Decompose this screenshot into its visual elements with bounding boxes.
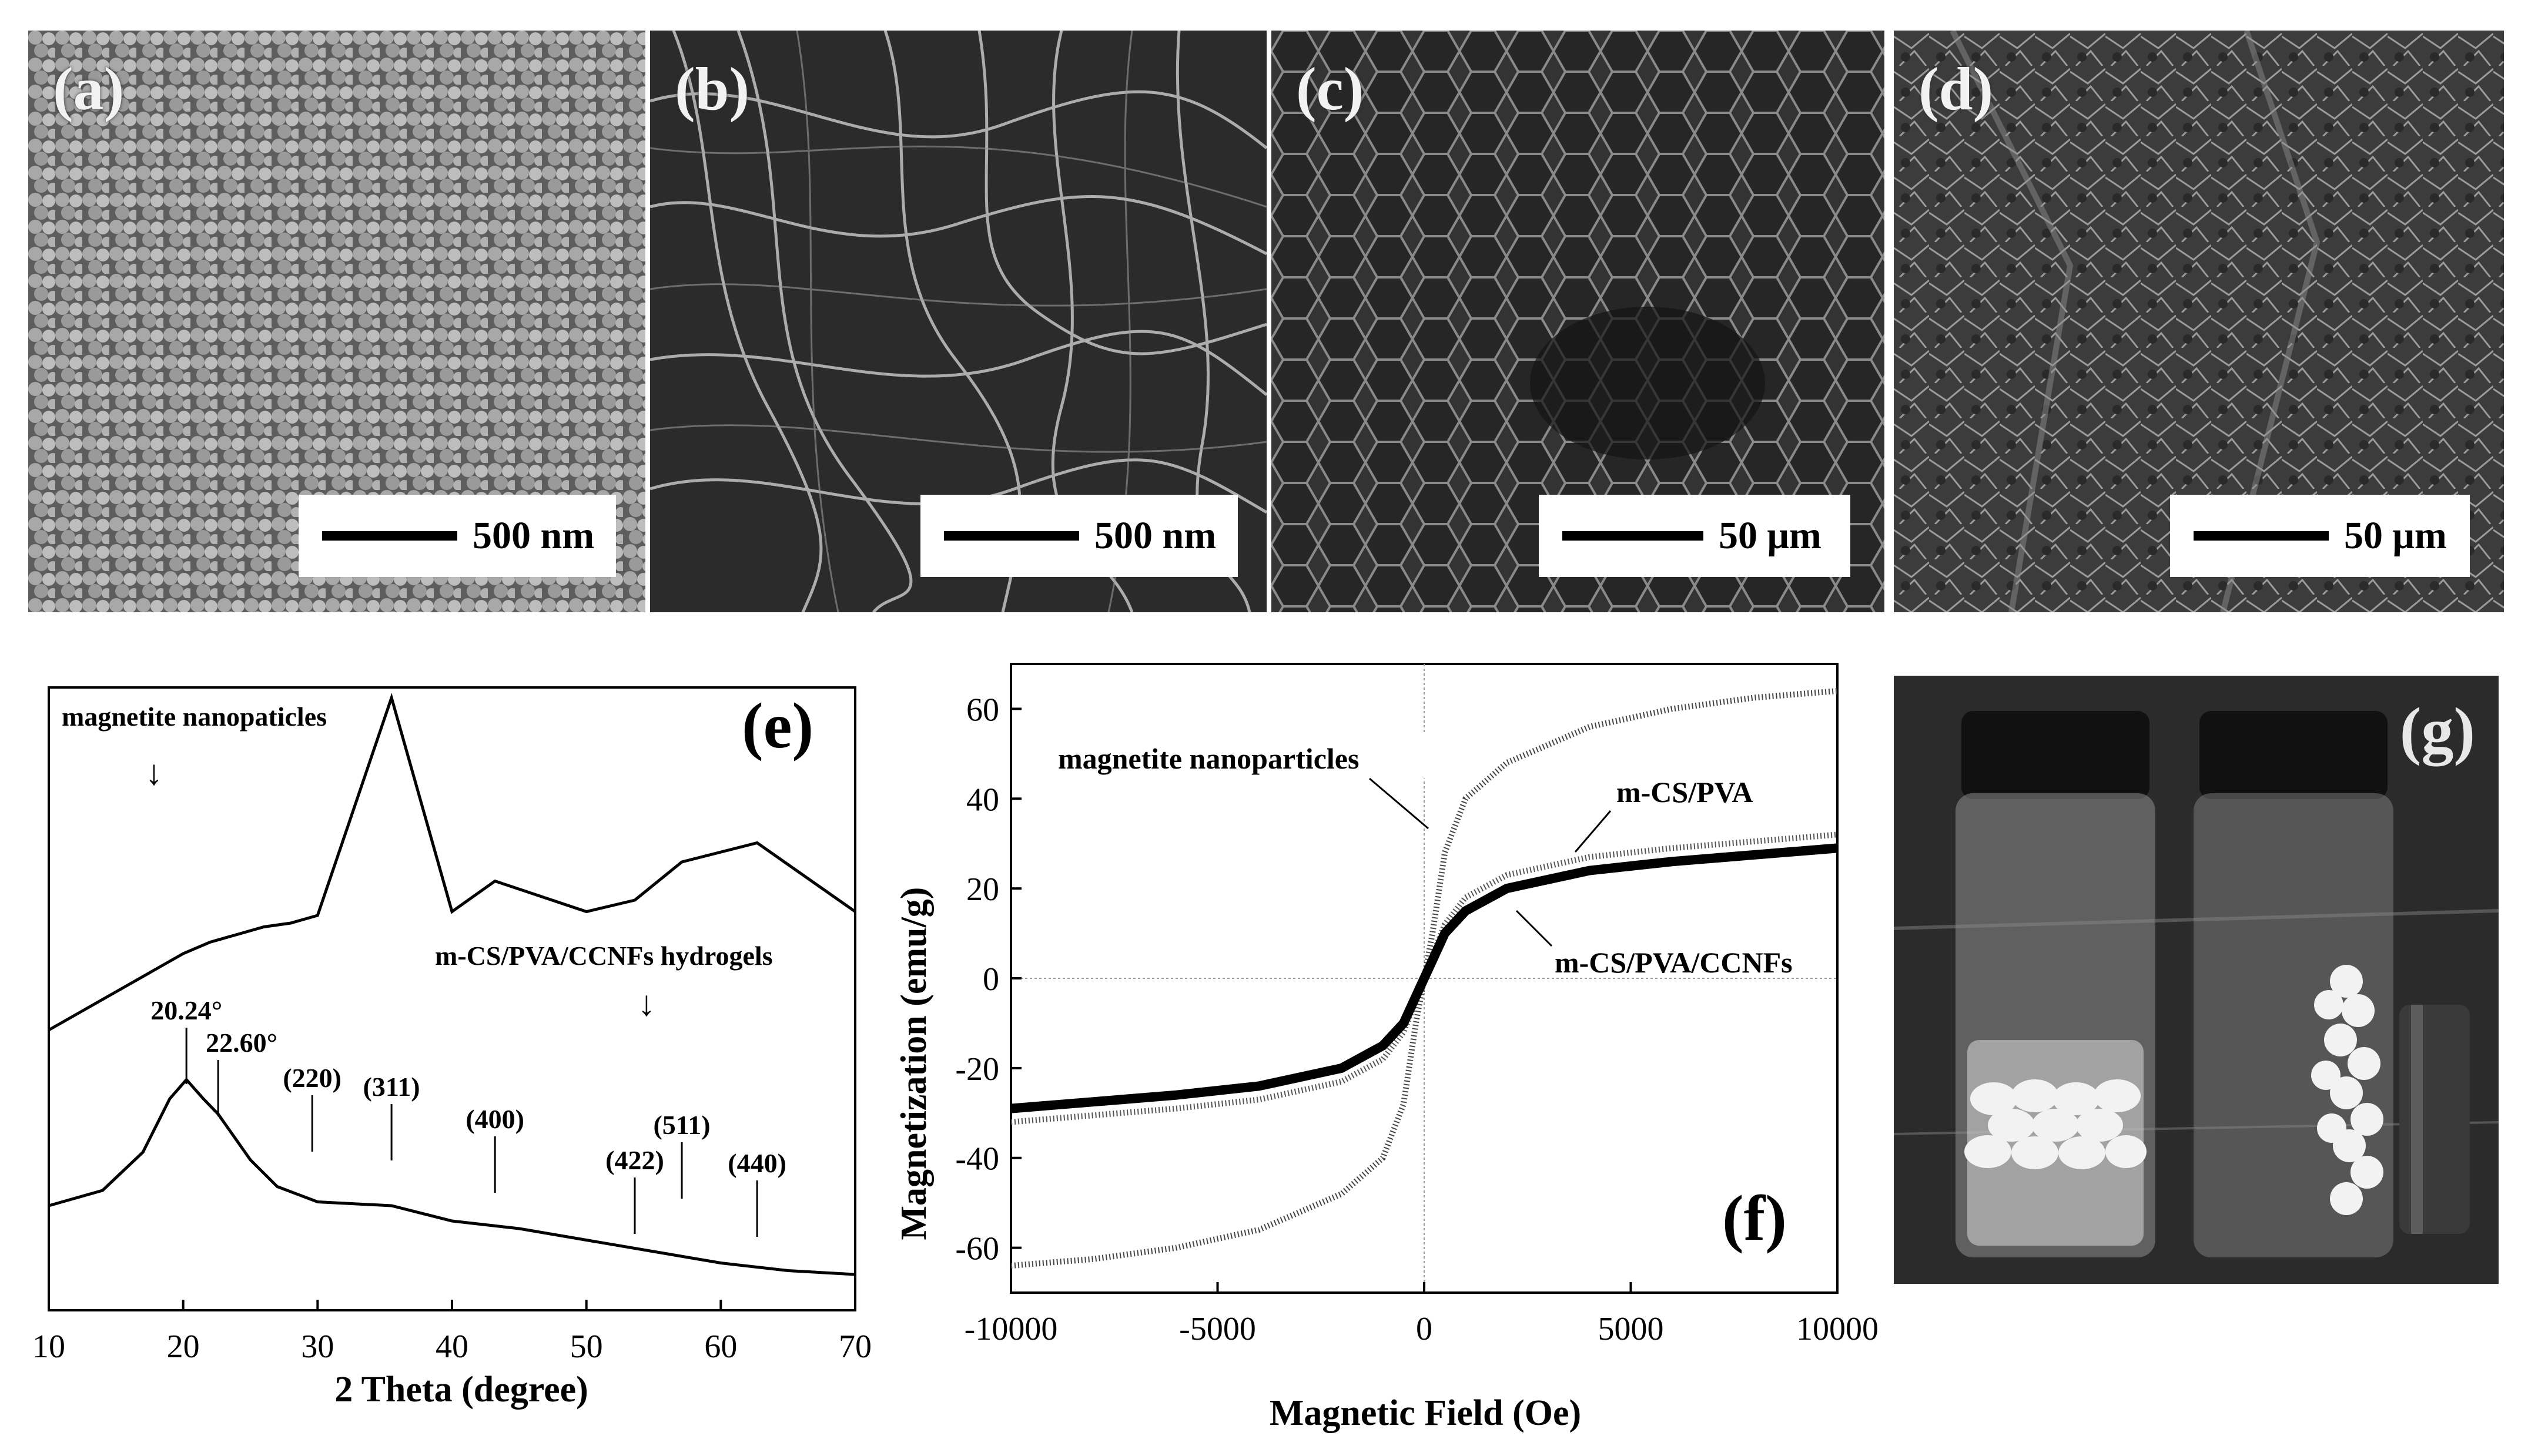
vsm-y-tick-label: -60 (955, 1231, 999, 1267)
xrd-peak-label: 22.60° (206, 1028, 277, 1058)
panel-label-b: (b) (675, 55, 750, 123)
xrd-peak-label: (422) (605, 1145, 664, 1175)
xrd-series-label-hydrogel: m-CS/PVA/CCNFs hydrogels (435, 941, 773, 971)
vsm-y-tick-label: 20 (966, 871, 999, 908)
sem-panel-c: (c) 50 μm (1271, 31, 1884, 612)
scale-bar-a (322, 531, 457, 541)
vsm-label-bg-magnetite (1052, 734, 1428, 779)
scale-label-c: 50 μm (1719, 514, 1822, 557)
scale-box-c: 50 μm (1539, 495, 1850, 577)
vsm-plot-panel: -10000 -5000 0 5000 10000 60 40 20 0 -20 -40 -60 Ma… (876, 652, 1887, 1453)
xrd-peak-label: (311) (363, 1072, 420, 1102)
vsm-line-mcs-pva (1010, 831, 1838, 1125)
xrd-x-tick-label: 50 (570, 1328, 603, 1365)
vsm-arrow-magnetite (1369, 777, 1429, 830)
panel-label-a: (a) (53, 55, 125, 123)
xrd-x-axis-label: 2 Theta (degree) (334, 1370, 588, 1410)
scale-label-d: 50 μm (2344, 514, 2447, 557)
xrd-line-hydrogel (48, 1077, 856, 1276)
xrd-peak-label: (511) (653, 1110, 710, 1140)
panel-label-d: (d) (1918, 55, 1994, 123)
panel-label-g: (g) (2399, 695, 2475, 766)
xrd-x-tick-label: 20 (167, 1328, 200, 1365)
xrd-peak-label: (220) (283, 1063, 341, 1093)
vsm-y-tick-label: -20 (955, 1051, 999, 1088)
xrd-arrow-magnetite: ↓ (145, 753, 163, 792)
vial-photo (1894, 676, 2499, 1284)
scale-box-b: 500 nm (920, 495, 1238, 577)
vsm-x-axis-label: Magnetic Field (Oe) (1270, 1393, 1581, 1433)
vsm-x-tick-label: 10000 (1796, 1311, 1879, 1347)
vsm-series-label-mcs-pva: m-CS/PVA (1616, 776, 1753, 808)
vsm-x-tick-label: 0 (1416, 1311, 1432, 1347)
xrd-peak-label: (440) (728, 1148, 786, 1178)
scale-bar-b (944, 531, 1079, 541)
panel-label-c: (c) (1296, 55, 1364, 123)
sem-panel-a: (a) 500 nm (28, 31, 645, 612)
vsm-arrow-mcs-pva (1574, 810, 1612, 853)
xrd-peak-label: 20.24° (150, 995, 222, 1025)
vsm-y-tick-label: 60 (966, 692, 999, 728)
vsm-x-tick-label: 5000 (1598, 1311, 1664, 1347)
xrd-x-ticks: 10 20 30 40 50 60 70 (32, 1300, 872, 1365)
xrd-x-tick-label: 70 (839, 1328, 872, 1365)
vsm-line-magnetite (1010, 687, 1838, 1269)
scale-box-a: 500 nm (299, 495, 616, 577)
vsm-ticks: -10000 -5000 0 5000 10000 60 40 20 0 -20 -40 -60 (955, 692, 1879, 1347)
vsm-x-tick-label: -10000 (965, 1311, 1058, 1347)
scale-bar-d (2194, 531, 2329, 541)
vsm-y-tick-label: 40 (966, 781, 999, 818)
xrd-series-label-magnetite: magnetite nanopaticles (62, 702, 327, 732)
xrd-panel-label: (e) (742, 690, 813, 761)
xrd-peak-label: (400) (466, 1104, 524, 1134)
scale-label-a: 500 nm (473, 514, 595, 557)
xrd-annotations: 20.24°22.60°(220) (311) (400) (422) (511) (44… (150, 995, 786, 1237)
xrd-arrow-hydrogel: ↓ (638, 984, 655, 1023)
vsm-line-mcs-pva-ccnfs (1010, 843, 1838, 1113)
scale-label-b: 500 nm (1094, 514, 1217, 557)
vsm-panel-label: (f) (1722, 1182, 1787, 1254)
vsm-chart: -10000 -5000 0 5000 10000 60 40 20 0 -20 -40 -60 Ma… (894, 663, 1879, 1433)
vial-photo-panel: (g) (1894, 676, 2499, 1284)
vsm-series-label-mcs-pva-ccnfs: m-CS/PVA/CCNFs (1555, 946, 1793, 979)
xrd-plot-panel: 10 20 30 40 50 60 70 2 Theta (degree) (e) magn… (0, 676, 882, 1453)
scale-bar-c (1562, 531, 1703, 541)
xrd-x-tick-label: 40 (436, 1328, 468, 1365)
vsm-y-tick-label: -40 (955, 1141, 999, 1177)
vsm-y-tick-label: 0 (983, 961, 999, 998)
scale-box-d: 50 μm (2170, 495, 2470, 577)
vsm-series-label-magnetite: magnetite nanoparticles (1058, 742, 1359, 775)
xrd-line-magnetite (48, 693, 856, 1032)
vsm-y-axis-label: Magnetization (emu/g) (894, 887, 934, 1240)
vsm-arrow-mcs-pva-ccnfs (1515, 910, 1553, 947)
xrd-x-tick-label: 10 (32, 1328, 65, 1365)
sem-panel-b: (b) 500 nm (650, 31, 1267, 612)
vsm-x-tick-label: -5000 (1179, 1311, 1256, 1347)
xrd-x-tick-label: 60 (704, 1328, 737, 1365)
sem-panel-d: (d) 50 μm (1894, 31, 2504, 612)
xrd-chart: 10 20 30 40 50 60 70 2 Theta (degree) (e) magn… (32, 686, 872, 1410)
xrd-x-tick-label: 30 (301, 1328, 334, 1365)
